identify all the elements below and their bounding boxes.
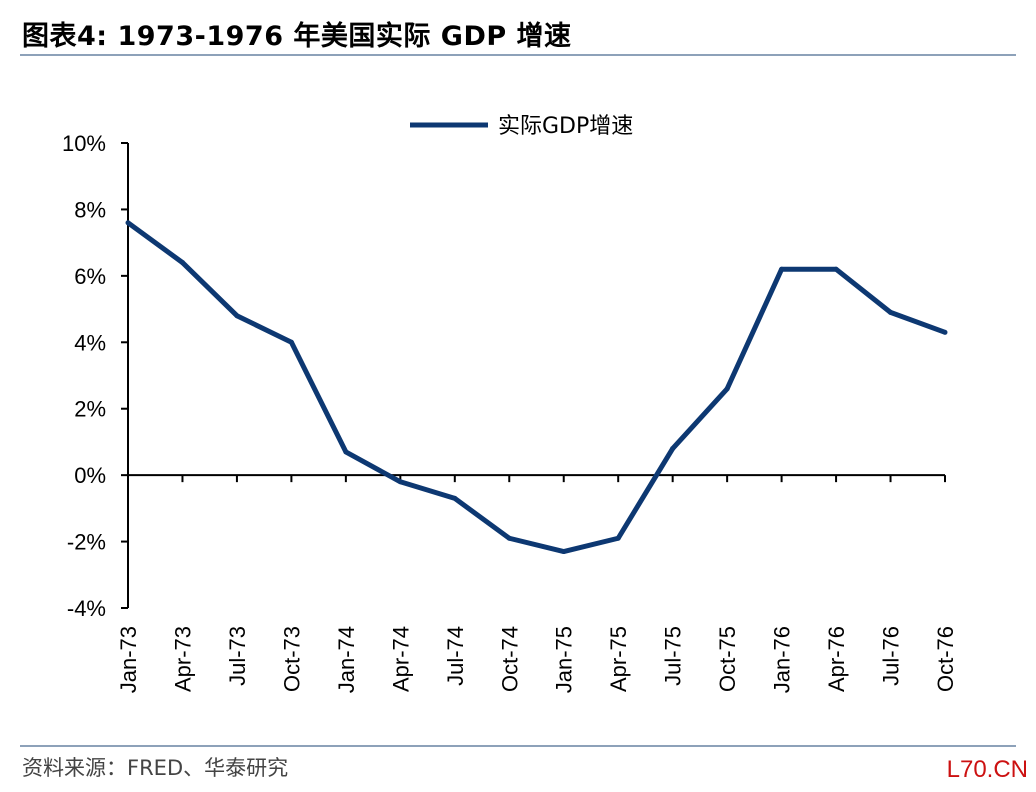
x-tick-label: Jul-75 bbox=[661, 626, 686, 686]
source-note: 资料来源：FRED、华泰研究 bbox=[22, 756, 289, 780]
y-tick-label: 8% bbox=[74, 197, 106, 222]
y-tick-label: 6% bbox=[74, 264, 106, 289]
data-point bbox=[561, 549, 567, 555]
data-point bbox=[397, 479, 403, 485]
x-tick-label: Jan-73 bbox=[116, 626, 141, 693]
x-tick-label: Oct-73 bbox=[279, 626, 304, 692]
data-point bbox=[833, 266, 839, 272]
data-point bbox=[343, 449, 349, 455]
line-chart: 10% 8% 6% 4% 2% 0% -2% -4% Jan-73 Apr-73 Jul-73 Oc… bbox=[62, 114, 958, 693]
y-tick-label: 2% bbox=[74, 397, 106, 422]
x-axis: Jan-73 Apr-73 Jul-73 Oct-73 Jan-74 Apr-74 Jul-… bbox=[116, 474, 958, 693]
series-layer bbox=[125, 220, 948, 555]
data-point bbox=[670, 446, 676, 452]
data-point bbox=[615, 535, 621, 541]
data-point bbox=[724, 386, 730, 392]
y-axis: 10% 8% 6% 4% 2% 0% -2% -4% bbox=[62, 131, 129, 621]
data-point bbox=[125, 220, 131, 226]
x-tick-label: Oct-76 bbox=[933, 626, 958, 692]
x-tick-label: Jul-74 bbox=[443, 626, 468, 686]
series-line bbox=[126, 220, 946, 555]
y-tick-label: 10% bbox=[62, 131, 106, 156]
legend-label: 实际GDP增速 bbox=[498, 114, 633, 139]
x-tick-label: Jul-73 bbox=[225, 626, 250, 686]
x-tick-label: Oct-74 bbox=[497, 626, 522, 692]
source-divider bbox=[20, 745, 1016, 747]
x-tick-label: Apr-74 bbox=[388, 626, 413, 692]
x-tick-label: Jan-75 bbox=[552, 626, 577, 693]
x-tick-label: Apr-76 bbox=[824, 626, 849, 692]
legend: 实际GDP增速 bbox=[410, 114, 633, 139]
x-tick-label: Apr-73 bbox=[170, 626, 195, 692]
title-divider bbox=[20, 54, 1016, 56]
figure-title: 图表4: 1973-1976 年美国实际 GDP 增速 bbox=[22, 21, 572, 52]
watermark: L70.CN bbox=[946, 756, 1028, 783]
x-tick-label: Oct-75 bbox=[715, 626, 740, 692]
y-tick-label: -4% bbox=[67, 596, 106, 621]
data-point bbox=[779, 266, 785, 272]
y-tick-label: 0% bbox=[74, 463, 106, 488]
data-point bbox=[179, 260, 185, 266]
x-tick-label: Jul-76 bbox=[879, 626, 904, 686]
data-point bbox=[288, 339, 294, 345]
data-point bbox=[452, 495, 458, 501]
y-tick-label: -2% bbox=[67, 530, 106, 555]
data-point bbox=[234, 313, 240, 319]
x-tick-label: Apr-75 bbox=[606, 626, 631, 692]
data-point bbox=[888, 309, 894, 315]
data-point bbox=[942, 329, 948, 335]
y-tick-label: 4% bbox=[74, 330, 106, 355]
data-point bbox=[506, 535, 512, 541]
x-tick-label: Jan-74 bbox=[334, 626, 359, 693]
x-tick-label: Jan-76 bbox=[770, 626, 795, 693]
